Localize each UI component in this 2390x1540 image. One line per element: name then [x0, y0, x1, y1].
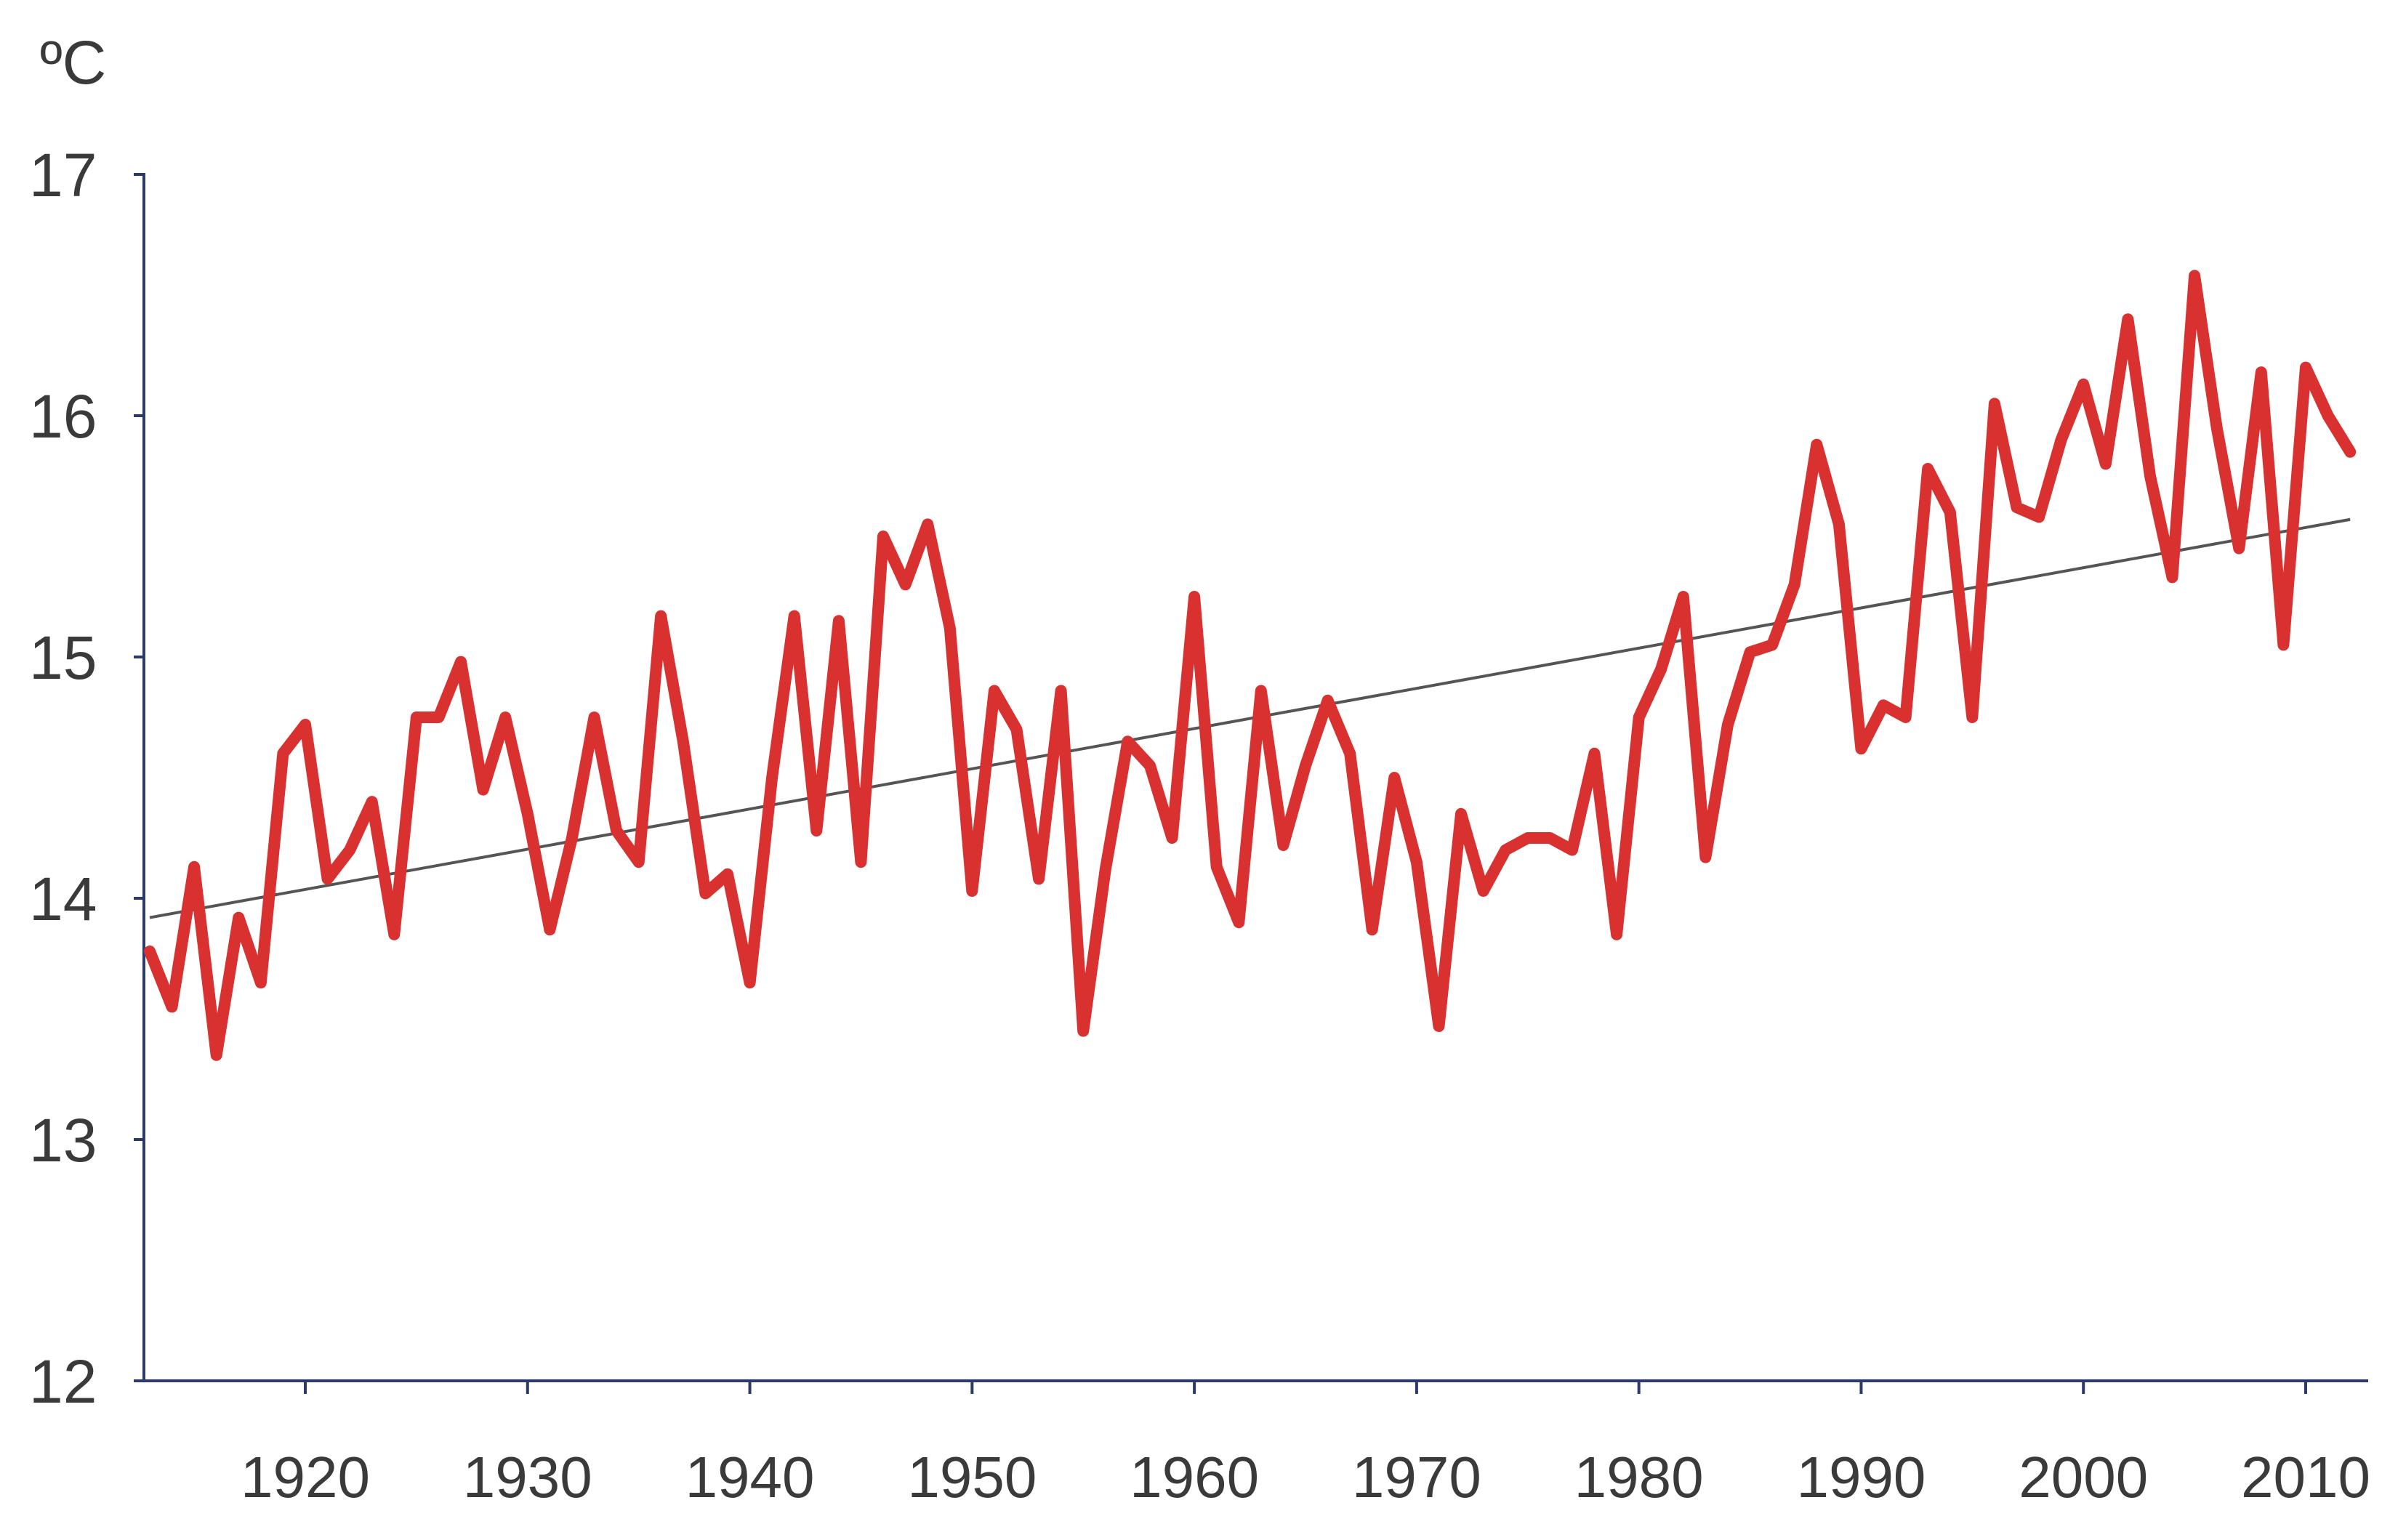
y-tick-label: 15	[29, 624, 97, 692]
x-tick-label: 1980	[1574, 1445, 1704, 1509]
series-layer	[144, 270, 2357, 1061]
x-tick-label: 2010	[2241, 1445, 2370, 1509]
points-layer	[145, 271, 2354, 1059]
y-tick-label: 14	[29, 865, 97, 933]
y-tick-label: 12	[29, 1347, 97, 1416]
y-tick-label: 16	[29, 382, 97, 451]
y-tick-label: 17	[29, 141, 97, 209]
y-axis-unit-label: ºC	[40, 28, 106, 97]
x-tick-label: 1970	[1352, 1445, 1481, 1509]
x-tick-label: 1920	[241, 1445, 370, 1509]
ticks: 12 13 14 15 16 17 1920 1930 1940 1950 1960 1970 1980…	[29, 141, 2370, 1509]
x-tick-label: 2000	[2019, 1445, 2148, 1509]
x-tick-label: 1930	[463, 1445, 592, 1509]
x-tick-label: 1940	[685, 1445, 815, 1509]
axes	[142, 173, 2368, 1382]
x-tick-label: 1990	[1796, 1445, 1926, 1509]
x-tick-label: 1960	[1130, 1445, 1259, 1509]
y-tick-label: 13	[29, 1106, 97, 1174]
x-tick-label: 1950	[907, 1445, 1037, 1509]
temperature-series-line	[144, 270, 2357, 1061]
